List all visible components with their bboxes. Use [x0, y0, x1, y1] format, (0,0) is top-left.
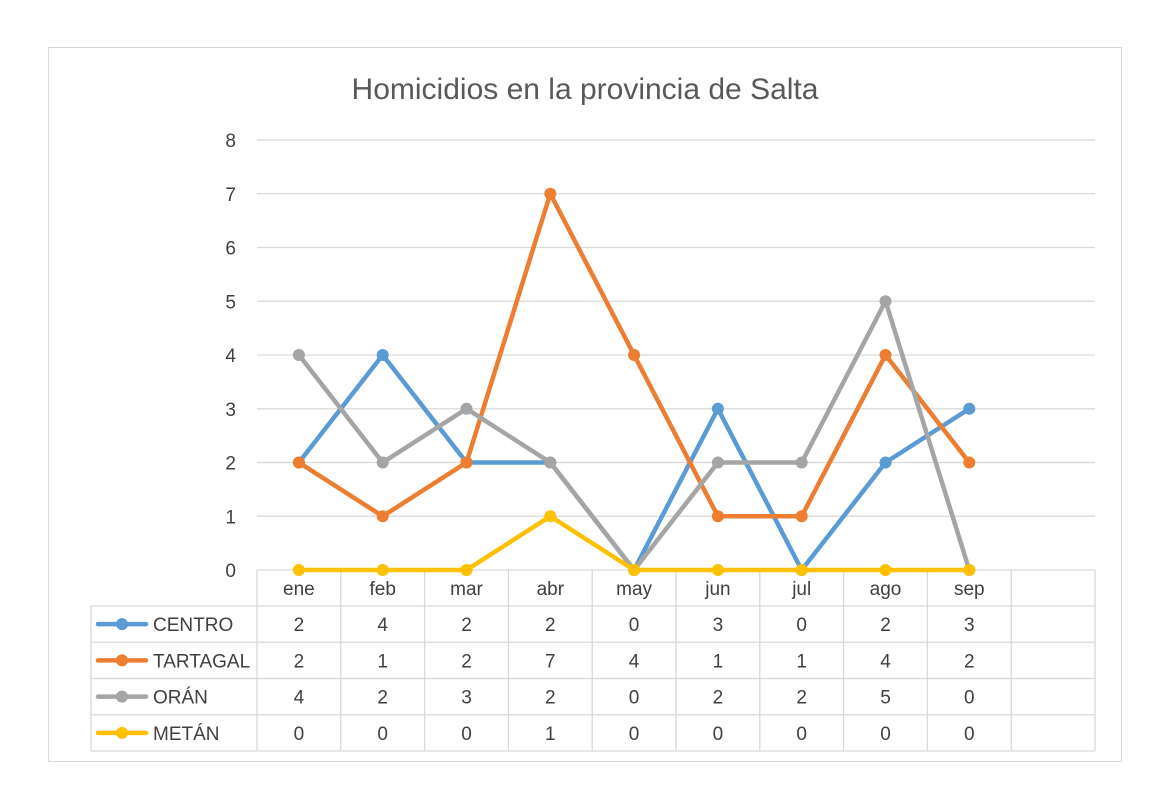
table-cell-value: 1 [377, 651, 388, 672]
table-cell-value: 2 [880, 615, 891, 636]
table-cell-value: 0 [964, 724, 975, 745]
legend-series-name: ORÁN [153, 688, 208, 709]
data-point [795, 564, 808, 576]
data-point [795, 510, 808, 523]
table-cell-value: 4 [377, 615, 388, 636]
data-point [292, 456, 305, 469]
table-cell-value: 0 [629, 615, 640, 636]
table-cell-value: 3 [713, 615, 724, 636]
y-tick-label: 5 [225, 292, 236, 313]
table-cell-value: 2 [545, 615, 556, 636]
data-point [544, 187, 557, 200]
data-point [292, 564, 305, 576]
table-cell-value: 2 [461, 615, 472, 636]
table-cell-value: 2 [294, 615, 305, 636]
x-tick-label: sep [954, 579, 985, 600]
legend-series-name: METÁN [153, 724, 220, 745]
table-cell-value: 0 [629, 724, 640, 745]
x-tick-label: mar [450, 579, 483, 600]
data-point [460, 456, 473, 469]
table-cell-value: 4 [629, 651, 640, 672]
x-tick-label: jun [704, 579, 730, 600]
x-tick-label: ene [283, 579, 315, 600]
legend-key-marker [116, 690, 128, 703]
data-point [544, 510, 557, 523]
table-cell-value: 0 [796, 724, 807, 745]
x-tick-label: jul [791, 579, 811, 600]
data-point [795, 456, 808, 469]
data-point [292, 349, 305, 361]
data-point [628, 349, 641, 361]
data-point [879, 349, 892, 361]
table-cell-value: 0 [880, 724, 891, 745]
table-cell-value: 2 [713, 688, 724, 709]
data-point [376, 510, 389, 523]
table-cell-value: 4 [294, 688, 305, 709]
table-cell-value: 2 [545, 688, 556, 709]
table-cell-value: 4 [880, 651, 891, 672]
data-point [628, 564, 641, 576]
x-tick-label: abr [537, 579, 565, 600]
y-tick-label: 7 [225, 185, 236, 206]
data-point [879, 564, 892, 576]
series-line [296, 299, 972, 573]
table-cell-value: 0 [461, 724, 472, 745]
data-point [711, 510, 724, 523]
data-point [544, 456, 557, 469]
table-cell-value: 2 [377, 688, 388, 709]
y-tick-label: 1 [225, 507, 236, 528]
table-cell-value: 1 [713, 651, 724, 672]
y-tick-label: 3 [225, 400, 236, 421]
data-point [376, 564, 389, 576]
table-cell-value: 0 [713, 724, 724, 745]
table-cell-value: 3 [461, 688, 472, 709]
x-tick-label: feb [369, 579, 395, 600]
data-point [376, 349, 389, 361]
legend-series-name: CENTRO [153, 615, 233, 636]
x-tick-label: may [616, 579, 652, 600]
chart-title: Homicidios en la provincia de Salta [352, 73, 819, 106]
data-point [963, 456, 976, 469]
series-line [296, 514, 972, 573]
data-point [376, 456, 389, 469]
data-point [711, 564, 724, 576]
legend-key-marker [116, 654, 128, 667]
data-point [460, 564, 473, 576]
y-tick-label: 2 [225, 454, 236, 475]
y-tick-label: 0 [225, 561, 236, 582]
legend-series-name: TARTAGAL [153, 651, 250, 672]
y-tick-label: 8 [225, 131, 236, 152]
table-cell-value: 0 [964, 688, 975, 709]
table-cell-value: 2 [294, 651, 305, 672]
table-cell-value: 0 [377, 724, 388, 745]
table-cell-value: 0 [294, 724, 305, 745]
table-cell-value: 2 [461, 651, 472, 672]
table-cell-value: 0 [796, 615, 807, 636]
data-point [711, 456, 724, 469]
data-point [963, 564, 976, 576]
data-point [963, 402, 976, 415]
table-cell-value: 5 [880, 688, 891, 709]
y-tick-label: 6 [225, 239, 236, 260]
table-cell-value: 2 [796, 688, 807, 709]
table-cell-value: 0 [629, 688, 640, 709]
table-cell-value: 3 [964, 615, 975, 636]
data-point [711, 402, 724, 415]
table-cell-value: 2 [964, 651, 975, 672]
data-point [879, 456, 892, 469]
data-point [460, 402, 473, 415]
table-cell-value: 1 [545, 724, 556, 745]
legend-key-marker [116, 618, 128, 631]
table-cell-value: 1 [796, 651, 807, 672]
y-tick-label: 4 [225, 346, 236, 367]
x-tick-label: ago [870, 579, 902, 600]
legend-key-marker [116, 726, 128, 739]
table-cell-value: 7 [545, 651, 556, 672]
data-point [879, 295, 892, 308]
